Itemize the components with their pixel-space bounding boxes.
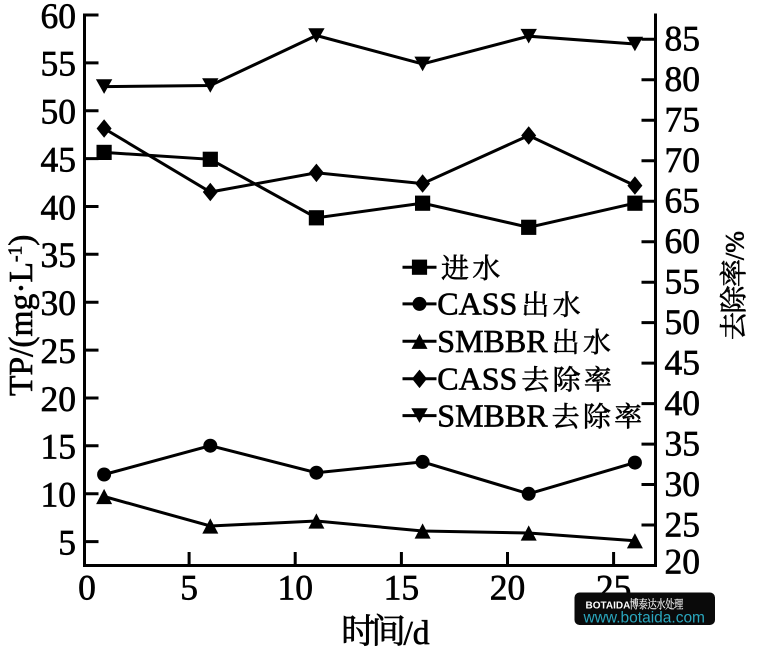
svg-text:25: 25 — [41, 331, 77, 371]
svg-text:65: 65 — [665, 181, 701, 221]
svg-text:BOTAIDA: BOTAIDA — [586, 601, 631, 612]
svg-text:55: 55 — [665, 262, 701, 302]
svg-text:5: 5 — [180, 568, 198, 608]
svg-text:50: 50 — [665, 302, 701, 342]
svg-text:/d: /d — [404, 615, 430, 652]
svg-text:10: 10 — [277, 568, 313, 608]
svg-text:50: 50 — [41, 92, 77, 132]
svg-text:60: 60 — [665, 221, 701, 261]
svg-text:www.botaida.com: www.botaida.com — [583, 610, 705, 627]
svg-text:CASS: CASS — [437, 361, 517, 397]
svg-text:25: 25 — [665, 504, 701, 544]
svg-text:75: 75 — [665, 100, 701, 140]
svg-text:30: 30 — [41, 283, 77, 323]
svg-text:20: 20 — [41, 379, 77, 419]
svg-text:0: 0 — [78, 568, 96, 608]
svg-text:55: 55 — [41, 44, 77, 84]
svg-text:10: 10 — [41, 475, 77, 515]
svg-text:SMBBR: SMBBR — [437, 323, 548, 359]
svg-text:/%: /% — [720, 231, 749, 260]
svg-text:60: 60 — [41, 0, 77, 36]
svg-text:5: 5 — [58, 522, 76, 562]
svg-text:35: 35 — [41, 235, 77, 275]
svg-text:20: 20 — [490, 568, 526, 608]
svg-text:45: 45 — [665, 342, 701, 382]
svg-text:20: 20 — [665, 542, 701, 582]
svg-text:CASS: CASS — [437, 286, 517, 322]
svg-text:15: 15 — [384, 568, 420, 608]
svg-text:70: 70 — [665, 140, 701, 180]
svg-text:30: 30 — [665, 464, 701, 504]
svg-text:SMBBR: SMBBR — [437, 397, 548, 433]
svg-text:40: 40 — [665, 383, 701, 423]
svg-text:85: 85 — [665, 19, 701, 59]
svg-text:40: 40 — [41, 187, 77, 227]
svg-text:80: 80 — [665, 59, 701, 99]
svg-text:35: 35 — [665, 423, 701, 463]
svg-text:15: 15 — [41, 427, 77, 467]
svg-text:45: 45 — [41, 139, 77, 179]
